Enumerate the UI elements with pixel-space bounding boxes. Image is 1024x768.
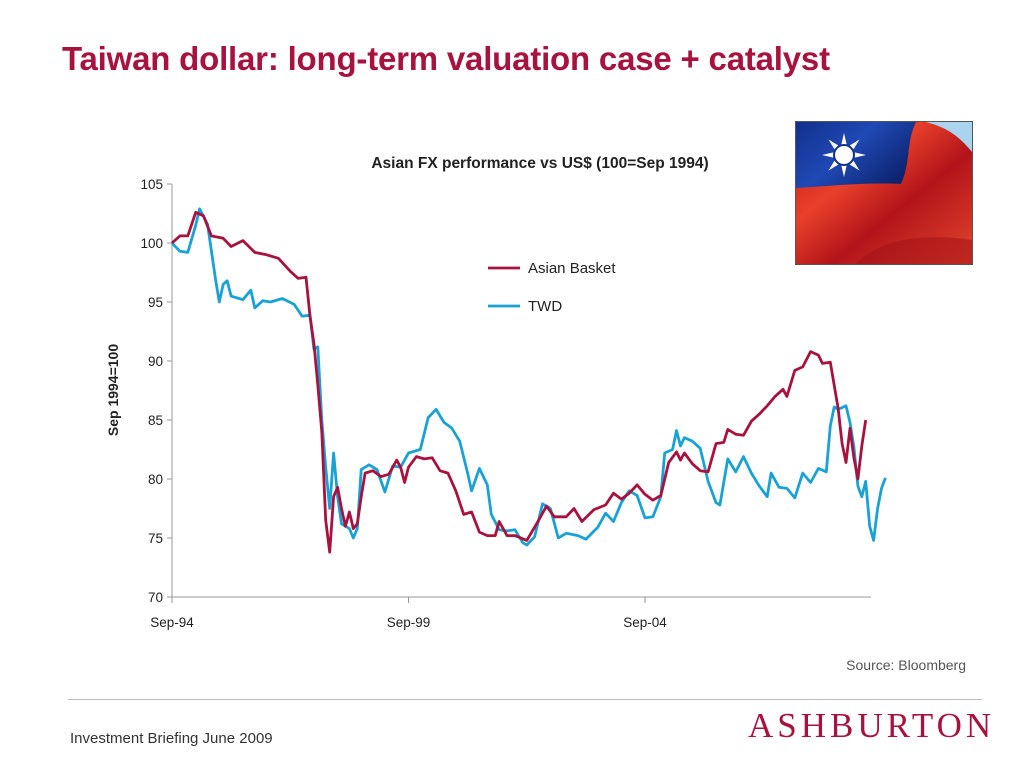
y-tick-label: 105	[140, 177, 163, 192]
chart-legend: Asian Basket TWD	[488, 260, 616, 315]
legend-label: Asian Basket	[528, 260, 616, 277]
taiwan-flag-icon	[795, 121, 973, 265]
slide-title: Taiwan dollar: long-term valuation case …	[62, 40, 830, 77]
y-tick-label: 70	[148, 590, 163, 605]
fx-line-chart: Asian FX performance vs US$ (100=Sep 199…	[105, 155, 887, 630]
footer-divider	[68, 699, 982, 700]
y-axis-label: Sep 1994=100	[105, 344, 121, 436]
series-line-twd	[170, 207, 887, 547]
x-tick-label: Sep-04	[623, 615, 667, 630]
y-tick-label: 100	[140, 236, 163, 251]
flag-graphic	[796, 122, 972, 264]
source-note: Source: Bloomberg	[846, 657, 966, 673]
y-tick-label: 80	[148, 472, 163, 487]
chart-axes: 70 75 80 85 90 95 100 105 Sep-94 Sep-99 Sep-04	[140, 177, 871, 630]
y-tick-label: 90	[148, 354, 163, 369]
x-tick-label: Sep-99	[387, 615, 431, 630]
chart-series	[170, 207, 887, 554]
ashburton-logo: ASHBURTON	[748, 706, 996, 745]
x-tick-label: Sep-94	[150, 615, 194, 630]
chart-title: Asian FX performance vs US$ (100=Sep 199…	[371, 155, 708, 172]
legend-label: TWD	[528, 298, 562, 315]
series-line-asian-basket	[171, 210, 868, 554]
y-tick-label: 95	[148, 295, 163, 310]
y-tick-label: 75	[148, 531, 163, 546]
footer-text: Investment Briefing June 2009	[70, 730, 273, 747]
y-tick-label: 85	[148, 413, 163, 428]
